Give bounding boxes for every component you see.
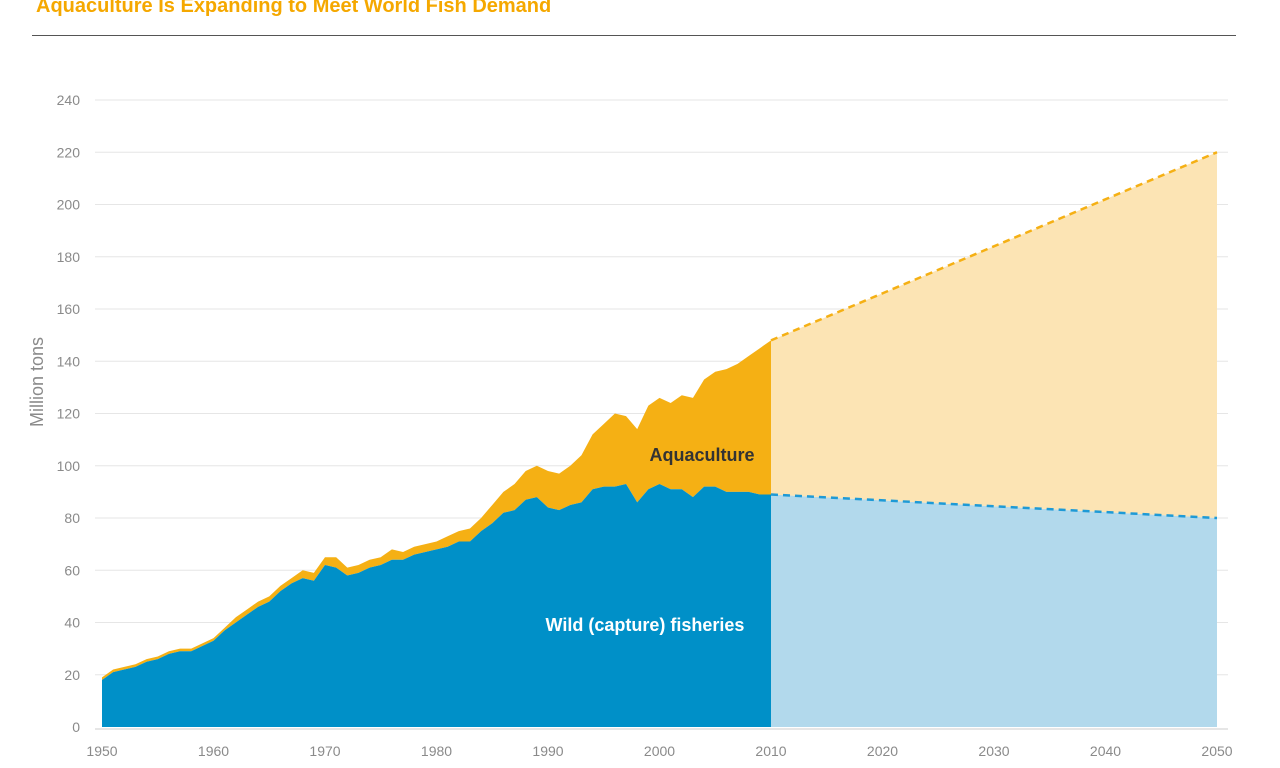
y-tick-240: 240 [57, 92, 81, 108]
projection-lines [770, 151, 1218, 520]
x-tick-1990: 1990 [532, 743, 563, 759]
chart-title: Aquaculture Is Expanding to Meet World F… [36, 0, 552, 17]
y-tick-100: 100 [57, 458, 81, 474]
x-tick-1980: 1980 [421, 743, 452, 759]
x-tick-2000: 2000 [644, 743, 675, 759]
y-tick-20: 20 [64, 667, 80, 683]
x-tick-2040: 2040 [1090, 743, 1121, 759]
wild-projection-line [770, 493, 1218, 520]
projected-aquaculture-area [771, 152, 1217, 518]
y-tick-220: 220 [57, 144, 81, 160]
y-tick-180: 180 [57, 249, 81, 265]
y-tick-140: 140 [57, 353, 81, 369]
projected-wild-area [771, 494, 1217, 727]
y-tick-120: 120 [57, 406, 81, 422]
y-tick-0: 0 [72, 719, 80, 735]
wild-fisheries-label: Wild (capture) fisheries [546, 615, 745, 635]
x-tick-1970: 1970 [309, 743, 340, 759]
y-axis-label: Million tons [27, 337, 47, 427]
title-divider [32, 35, 1236, 36]
y-tick-200: 200 [57, 197, 81, 213]
x-tick-2020: 2020 [867, 743, 898, 759]
x-tick-1960: 1960 [198, 743, 229, 759]
aquaculture-label: Aquaculture [649, 445, 754, 465]
aquaculture-projection-line [770, 151, 1218, 342]
x-tick-2010: 2010 [755, 743, 786, 759]
area-layer [102, 152, 1217, 727]
y-tick-40: 40 [64, 615, 80, 631]
x-tick-1950: 1950 [86, 743, 117, 759]
y-tick-160: 160 [57, 301, 81, 317]
x-tick-2050: 2050 [1201, 743, 1232, 759]
x-tick-2030: 2030 [978, 743, 1009, 759]
aquaculture-area [102, 340, 771, 680]
y-tick-60: 60 [64, 562, 80, 578]
wild-fisheries-area [102, 484, 771, 727]
y-tick-80: 80 [64, 510, 80, 526]
